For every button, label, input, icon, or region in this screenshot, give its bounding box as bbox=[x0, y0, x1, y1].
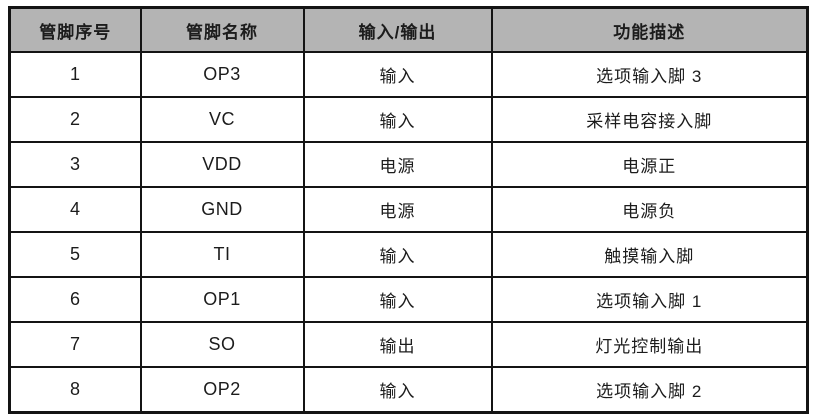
table-row: 2 VC 输入 采样电容接入脚 bbox=[8, 96, 809, 143]
io-cell: 输入 bbox=[302, 366, 493, 414]
pin-number-cell: 7 bbox=[8, 321, 142, 368]
description-cell: 灯光控制输出 bbox=[490, 321, 809, 368]
pin-number-cell: 6 bbox=[8, 276, 142, 323]
description-cell: 采样电容接入脚 bbox=[490, 96, 809, 143]
io-cell: 电源 bbox=[302, 141, 493, 188]
pin-number-cell: 3 bbox=[8, 141, 142, 188]
io-cell: 输入 bbox=[302, 276, 493, 323]
description-cell: 电源正 bbox=[490, 141, 809, 188]
table-row: 3 VDD 电源 电源正 bbox=[8, 141, 809, 188]
description-cell: 选项输入脚 3 bbox=[490, 51, 809, 98]
table-row: 8 OP2 输入 选项输入脚 2 bbox=[8, 366, 809, 414]
io-cell: 输出 bbox=[302, 321, 493, 368]
page: 管脚序号 管脚名称 输入/输出 功能描述 1 OP3 输入 选项输入脚 3 2 … bbox=[8, 6, 809, 414]
pin-name-cell: OP2 bbox=[139, 366, 305, 414]
table-row: 7 SO 输出 灯光控制输出 bbox=[8, 321, 809, 368]
pin-name-cell: VDD bbox=[139, 141, 305, 188]
pin-number-cell: 5 bbox=[8, 231, 142, 278]
pin-number-cell: 4 bbox=[8, 186, 142, 233]
pin-name-cell: OP3 bbox=[139, 51, 305, 98]
column-header-pin-number: 管脚序号 bbox=[8, 6, 142, 53]
description-cell: 触摸输入脚 bbox=[490, 231, 809, 278]
table-row: 5 TI 输入 触摸输入脚 bbox=[8, 231, 809, 278]
pin-description-table: 管脚序号 管脚名称 输入/输出 功能描述 1 OP3 输入 选项输入脚 3 2 … bbox=[8, 6, 809, 414]
io-cell: 输入 bbox=[302, 231, 493, 278]
io-cell: 电源 bbox=[302, 186, 493, 233]
pin-name-cell: GND bbox=[139, 186, 305, 233]
table-row: 1 OP3 输入 选项输入脚 3 bbox=[8, 51, 809, 98]
pin-number-cell: 8 bbox=[8, 366, 142, 414]
description-cell: 电源负 bbox=[490, 186, 809, 233]
pin-name-cell: SO bbox=[139, 321, 305, 368]
pin-number-cell: 1 bbox=[8, 51, 142, 98]
description-cell: 选项输入脚 1 bbox=[490, 276, 809, 323]
io-cell: 输入 bbox=[302, 51, 493, 98]
column-header-description: 功能描述 bbox=[490, 6, 809, 53]
table-row: 6 OP1 输入 选项输入脚 1 bbox=[8, 276, 809, 323]
description-cell: 选项输入脚 2 bbox=[490, 366, 809, 414]
pin-name-cell: OP1 bbox=[139, 276, 305, 323]
table-row: 4 GND 电源 电源负 bbox=[8, 186, 809, 233]
pin-name-cell: VC bbox=[139, 96, 305, 143]
pin-number-cell: 2 bbox=[8, 96, 142, 143]
column-header-io: 输入/输出 bbox=[302, 6, 493, 53]
io-cell: 输入 bbox=[302, 96, 493, 143]
column-header-pin-name: 管脚名称 bbox=[139, 6, 305, 53]
pin-name-cell: TI bbox=[139, 231, 305, 278]
header-row: 管脚序号 管脚名称 输入/输出 功能描述 bbox=[8, 6, 809, 53]
